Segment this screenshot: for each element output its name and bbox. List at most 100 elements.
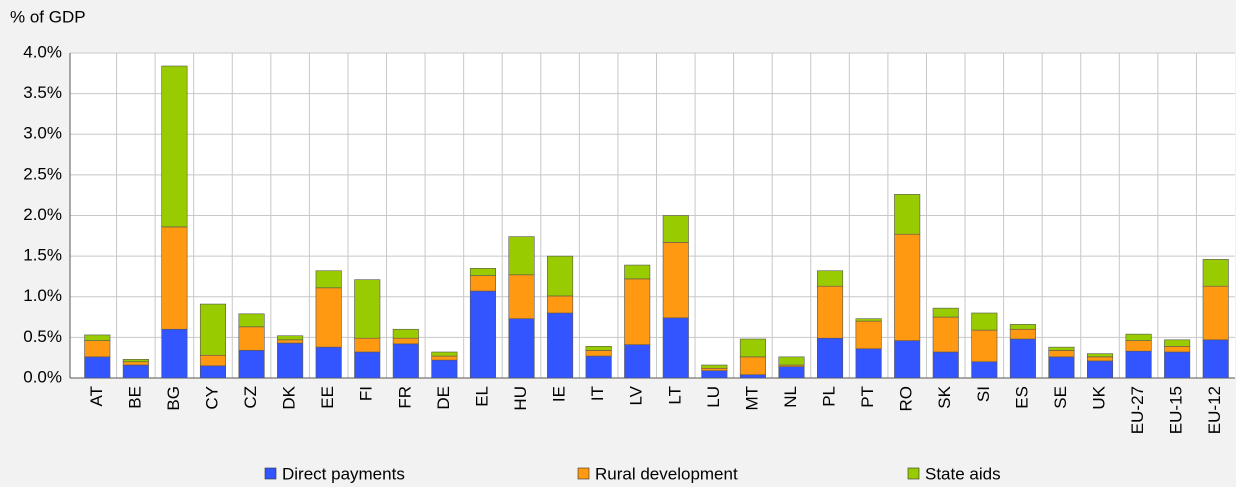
bar-segment — [701, 367, 728, 371]
bar-segment — [971, 361, 998, 379]
bar-segment — [585, 355, 612, 379]
bar-segment — [1202, 339, 1229, 379]
y-tick-label: 2.5% — [23, 164, 62, 183]
bar-segment — [199, 354, 227, 367]
bar-segment — [817, 337, 844, 379]
bar-segment — [315, 270, 342, 289]
bar-segment — [1086, 356, 1114, 362]
bar-segment — [122, 359, 149, 363]
bar-segment — [739, 356, 766, 376]
legend-label: State aids — [925, 464, 1001, 483]
x-tick-label: BG — [164, 386, 183, 411]
legend-label: Rural development — [595, 464, 738, 483]
x-tick-label: AT — [87, 386, 106, 406]
bar-segment — [277, 339, 304, 344]
x-tick-label: PL — [820, 386, 839, 407]
bar-segment — [122, 364, 149, 379]
bar-segment — [431, 359, 458, 379]
bar-segment — [161, 328, 188, 379]
bar-segment — [739, 374, 766, 379]
x-tick-label: SI — [974, 386, 993, 402]
bar-segment — [122, 361, 149, 366]
bar-segment — [161, 65, 188, 228]
bar-segment — [84, 356, 111, 379]
bar-segment — [84, 334, 111, 341]
bar-segment — [624, 278, 651, 345]
bar-segment — [817, 285, 844, 339]
bar-segment — [855, 348, 882, 379]
bar-segment — [392, 343, 419, 379]
bar-segment — [508, 236, 535, 276]
x-tick-label: EU-15 — [1167, 386, 1186, 434]
bar-segment — [354, 337, 381, 353]
x-tick-label: LV — [627, 385, 646, 405]
x-tick-label: IE — [550, 386, 569, 402]
bar-segment — [315, 287, 342, 348]
bar-segment — [1048, 350, 1075, 358]
bar-segment — [585, 346, 612, 351]
x-tick-label: BE — [125, 386, 144, 409]
bar-segment — [855, 320, 882, 350]
y-tick-label: 0.5% — [23, 327, 62, 346]
x-tick-label: FI — [357, 386, 376, 401]
bar-segment — [238, 350, 265, 379]
x-tick-label: CY — [202, 386, 221, 410]
bar-segment — [1164, 339, 1191, 347]
bar-segment — [199, 365, 227, 379]
bar-segment — [547, 255, 574, 297]
bar-segment — [161, 226, 188, 330]
y-tick-label: 2.0% — [23, 205, 62, 224]
x-tick-label: NL — [781, 386, 800, 408]
bar-segment — [1125, 350, 1152, 379]
bar-segment — [778, 356, 805, 366]
bar-segment — [431, 355, 458, 361]
bar-segment — [508, 274, 535, 319]
x-tick-label: LT — [665, 386, 684, 405]
bar-segment — [932, 307, 959, 318]
bar-segment — [971, 329, 998, 363]
bar-segment — [277, 335, 304, 341]
x-tick-label: MT — [742, 386, 761, 411]
bar-segment — [971, 312, 998, 331]
bar-segment — [1009, 324, 1036, 330]
bar-segment — [1202, 285, 1229, 341]
y-tick-label: 3.5% — [23, 83, 62, 102]
legend-swatch — [577, 467, 590, 480]
x-tick-label: SE — [1051, 386, 1070, 409]
bar-segment — [431, 351, 458, 357]
x-tick-label: IT — [588, 386, 607, 401]
x-tick-label: LU — [704, 386, 723, 408]
bar-segment — [701, 364, 728, 369]
bar-segment — [624, 344, 651, 379]
bar-segment — [1125, 333, 1152, 341]
bar-segment — [277, 342, 304, 379]
y-tick-label: 3.0% — [23, 124, 62, 143]
x-tick-label: HU — [511, 386, 530, 411]
y-tick-label: 0.0% — [23, 367, 62, 386]
bar-segment — [508, 318, 535, 379]
x-tick-label: CZ — [241, 386, 260, 409]
bar-segment — [1202, 259, 1229, 287]
x-tick-label: EE — [318, 386, 337, 409]
bar-segment — [1009, 328, 1036, 340]
bar-segment — [354, 279, 381, 339]
bar-segment — [662, 215, 689, 243]
bar-segment — [392, 337, 419, 345]
bar-segment — [585, 350, 612, 357]
bar-segment — [315, 346, 342, 379]
x-tick-label: PT — [858, 386, 877, 408]
bar-segment — [1125, 340, 1152, 352]
y-tick-label: 1.0% — [23, 286, 62, 305]
legend-swatch — [907, 467, 920, 480]
bar-segment — [547, 312, 574, 379]
x-tick-label: DK — [280, 385, 299, 409]
bar-segment — [894, 233, 921, 341]
bar-segment — [1164, 351, 1191, 379]
bar-segment — [238, 313, 265, 328]
bar-segment — [932, 351, 959, 379]
bar-segment — [392, 328, 419, 339]
x-tick-label: EL — [472, 386, 491, 407]
bar-segment — [817, 270, 844, 287]
y-axis-label: % of GDP — [10, 7, 86, 26]
